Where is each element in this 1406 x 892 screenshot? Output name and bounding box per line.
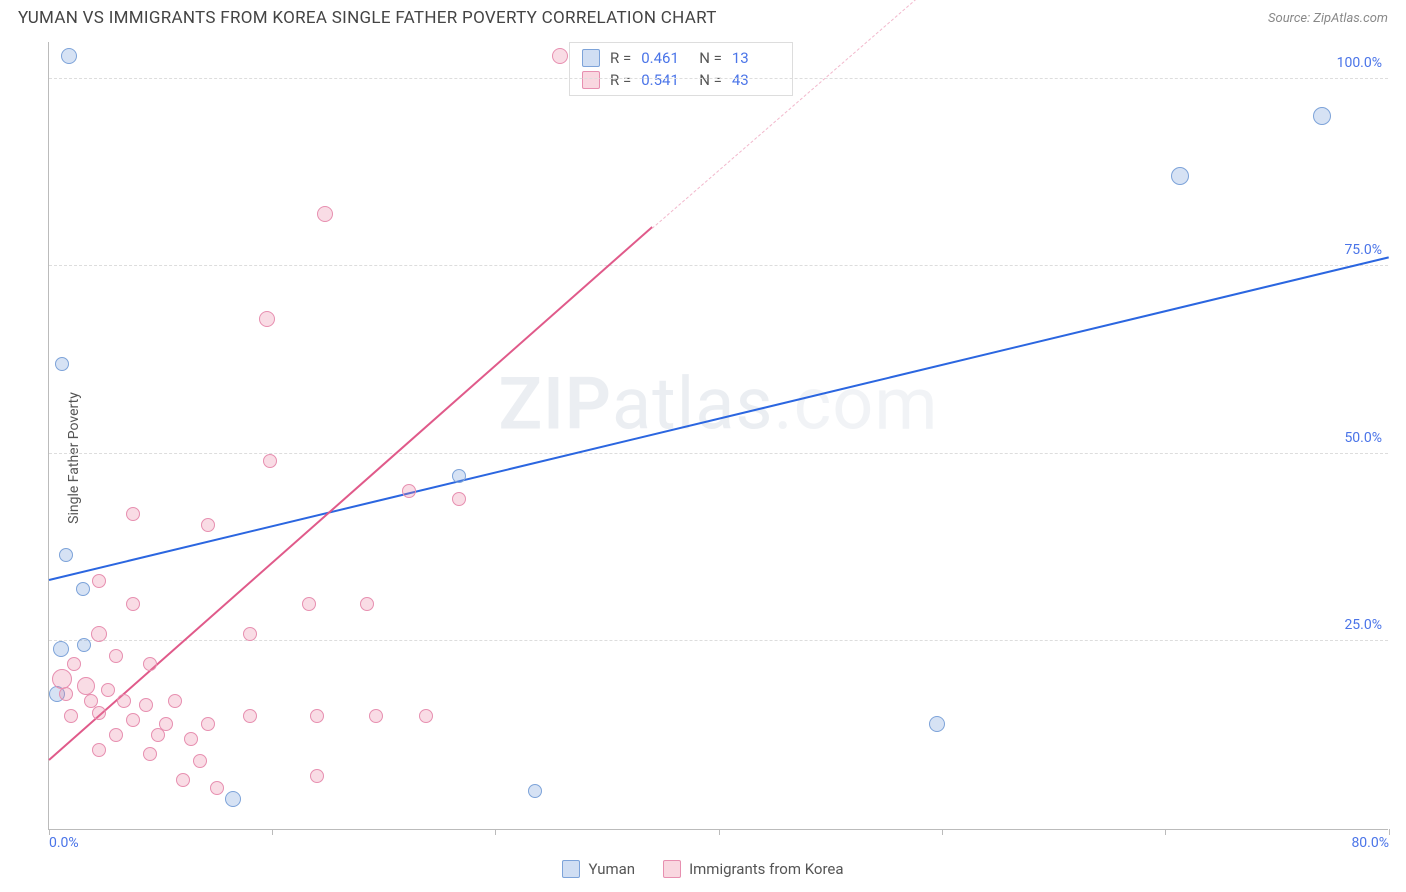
data-point xyxy=(317,206,333,222)
trend-line xyxy=(652,0,921,229)
data-point xyxy=(452,492,466,506)
data-point xyxy=(59,548,73,562)
chart-source: Source: ZipAtlas.com xyxy=(1268,11,1388,26)
legend-label: Yuman xyxy=(588,860,635,878)
stats-r-value: 0.461 xyxy=(641,49,689,67)
x-tick-label: 80.0% xyxy=(1351,835,1389,851)
plot-region: ZIPatlas.com R = 0.461 N = 13 R = 0.541 … xyxy=(48,42,1388,830)
stats-n-value: 13 xyxy=(732,49,780,67)
data-point xyxy=(310,709,324,723)
data-point xyxy=(61,48,77,64)
stats-r-label: R = xyxy=(610,71,631,89)
data-point xyxy=(64,709,78,723)
x-tick-label: 0.0% xyxy=(49,835,79,851)
x-tick-mark xyxy=(719,829,720,835)
data-point xyxy=(201,518,215,532)
chart-title: YUMAN VS IMMIGRANTS FROM KOREA SINGLE FA… xyxy=(18,8,717,28)
data-point xyxy=(302,597,316,611)
data-point xyxy=(126,507,140,521)
data-point xyxy=(92,706,106,720)
data-point xyxy=(126,713,140,727)
data-point xyxy=(168,694,182,708)
data-point xyxy=(263,454,277,468)
data-point xyxy=(210,781,224,795)
data-point xyxy=(76,582,90,596)
data-point xyxy=(59,687,73,701)
legend-swatch-yuman xyxy=(562,860,580,878)
stats-row: R = 0.541 N = 43 xyxy=(582,69,780,91)
data-point xyxy=(53,641,69,657)
data-point xyxy=(259,311,275,327)
gridline-h xyxy=(49,453,1388,454)
data-point xyxy=(369,709,383,723)
data-point xyxy=(176,773,190,787)
data-point xyxy=(243,709,257,723)
series-swatch-yuman xyxy=(582,49,600,67)
stats-row: R = 0.461 N = 13 xyxy=(582,47,780,69)
bottom-legend: Yuman Immigrants from Korea xyxy=(0,860,1406,878)
legend-label: Immigrants from Korea xyxy=(689,860,843,878)
data-point xyxy=(92,743,106,757)
data-point xyxy=(143,657,157,671)
stats-r-value: 0.541 xyxy=(641,71,689,89)
chart-area: Single Father Poverty ZIPatlas.com R = 0… xyxy=(0,32,1406,884)
y-tick-label: 100.0% xyxy=(1337,55,1382,71)
data-point xyxy=(109,728,123,742)
data-point xyxy=(184,732,198,746)
data-point xyxy=(109,649,123,663)
data-point xyxy=(77,638,91,652)
y-tick-label: 50.0% xyxy=(1344,430,1382,446)
x-tick-mark xyxy=(495,829,496,835)
data-point xyxy=(143,747,157,761)
chart-header: YUMAN VS IMMIGRANTS FROM KOREA SINGLE FA… xyxy=(0,0,1406,32)
y-tick-label: 25.0% xyxy=(1344,617,1382,633)
data-point xyxy=(528,784,542,798)
data-point xyxy=(91,626,107,642)
watermark: ZIPatlas.com xyxy=(499,362,939,447)
data-point xyxy=(360,597,374,611)
data-point xyxy=(77,677,95,695)
legend-swatch-korea xyxy=(663,860,681,878)
x-tick-mark xyxy=(1389,829,1390,835)
gridline-h xyxy=(49,78,1388,79)
data-point xyxy=(419,709,433,723)
data-point xyxy=(929,716,945,732)
data-point xyxy=(201,717,215,731)
legend-item-yuman: Yuman xyxy=(562,860,635,878)
gridline-h xyxy=(49,265,1388,266)
data-point xyxy=(92,574,106,588)
data-point xyxy=(101,683,115,697)
y-tick-label: 75.0% xyxy=(1344,242,1382,258)
stats-legend-box: R = 0.461 N = 13 R = 0.541 N = 43 xyxy=(569,42,793,96)
data-point xyxy=(310,769,324,783)
data-point xyxy=(402,484,416,498)
data-point xyxy=(55,357,69,371)
legend-item-korea: Immigrants from Korea xyxy=(663,860,843,878)
data-point xyxy=(193,754,207,768)
data-point xyxy=(225,791,241,807)
trend-line xyxy=(48,227,652,761)
data-point xyxy=(552,48,568,64)
data-point xyxy=(243,627,257,641)
stats-n-label: N = xyxy=(699,71,722,89)
x-tick-mark xyxy=(1165,829,1166,835)
series-swatch-korea xyxy=(582,71,600,89)
data-point xyxy=(117,694,131,708)
x-tick-mark xyxy=(942,829,943,835)
stats-n-value: 43 xyxy=(732,71,780,89)
data-point xyxy=(1313,107,1331,125)
data-point xyxy=(126,597,140,611)
data-point xyxy=(1171,167,1189,185)
data-point xyxy=(52,669,72,689)
x-tick-mark xyxy=(272,829,273,835)
trend-line xyxy=(49,257,1389,582)
stats-n-label: N = xyxy=(699,49,722,67)
data-point xyxy=(67,657,81,671)
data-point xyxy=(139,698,153,712)
data-point xyxy=(151,728,165,742)
data-point xyxy=(452,469,466,483)
stats-r-label: R = xyxy=(610,49,631,67)
